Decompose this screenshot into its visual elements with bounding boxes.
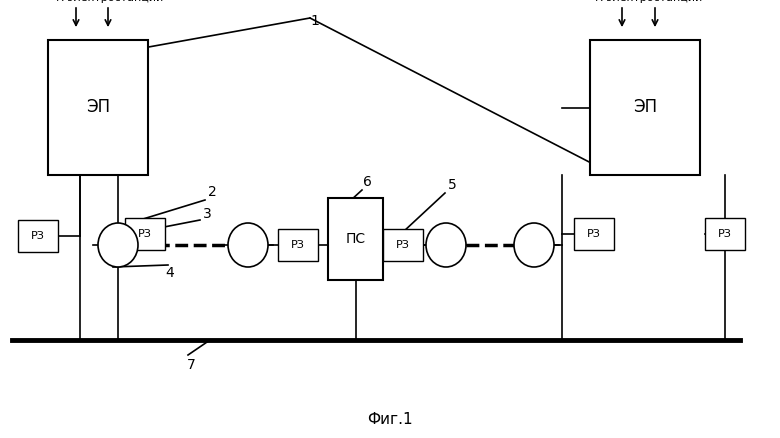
Text: 4: 4 <box>165 266 175 280</box>
Ellipse shape <box>426 223 466 267</box>
Bar <box>328 198 383 280</box>
Bar <box>383 229 423 261</box>
Text: 6: 6 <box>363 175 371 189</box>
Text: РЗ: РЗ <box>396 240 410 250</box>
Text: РЗ: РЗ <box>31 231 45 241</box>
Text: К электростанции: К электростанции <box>56 0 163 3</box>
Text: РЗ: РЗ <box>718 229 732 239</box>
Text: ЭП: ЭП <box>633 99 657 117</box>
Bar <box>125 218 165 250</box>
Text: 1: 1 <box>310 14 320 28</box>
Bar <box>590 40 700 175</box>
Ellipse shape <box>98 223 138 267</box>
Ellipse shape <box>228 223 268 267</box>
Text: К электростанции: К электростанции <box>595 0 702 3</box>
Text: 5: 5 <box>448 178 456 192</box>
Text: ПС: ПС <box>346 232 366 246</box>
Text: 3: 3 <box>203 207 211 221</box>
Text: РЗ: РЗ <box>587 229 601 239</box>
Bar <box>278 229 318 261</box>
Text: 2: 2 <box>207 185 216 199</box>
Ellipse shape <box>514 223 554 267</box>
Text: РЗ: РЗ <box>138 229 152 239</box>
Text: 7: 7 <box>186 358 195 372</box>
Text: Фиг.1: Фиг.1 <box>367 413 413 427</box>
Text: ЭП: ЭП <box>86 99 110 117</box>
Bar <box>574 218 614 250</box>
Bar <box>18 220 58 252</box>
Text: РЗ: РЗ <box>291 240 305 250</box>
Bar <box>48 40 148 175</box>
Bar <box>705 218 745 250</box>
